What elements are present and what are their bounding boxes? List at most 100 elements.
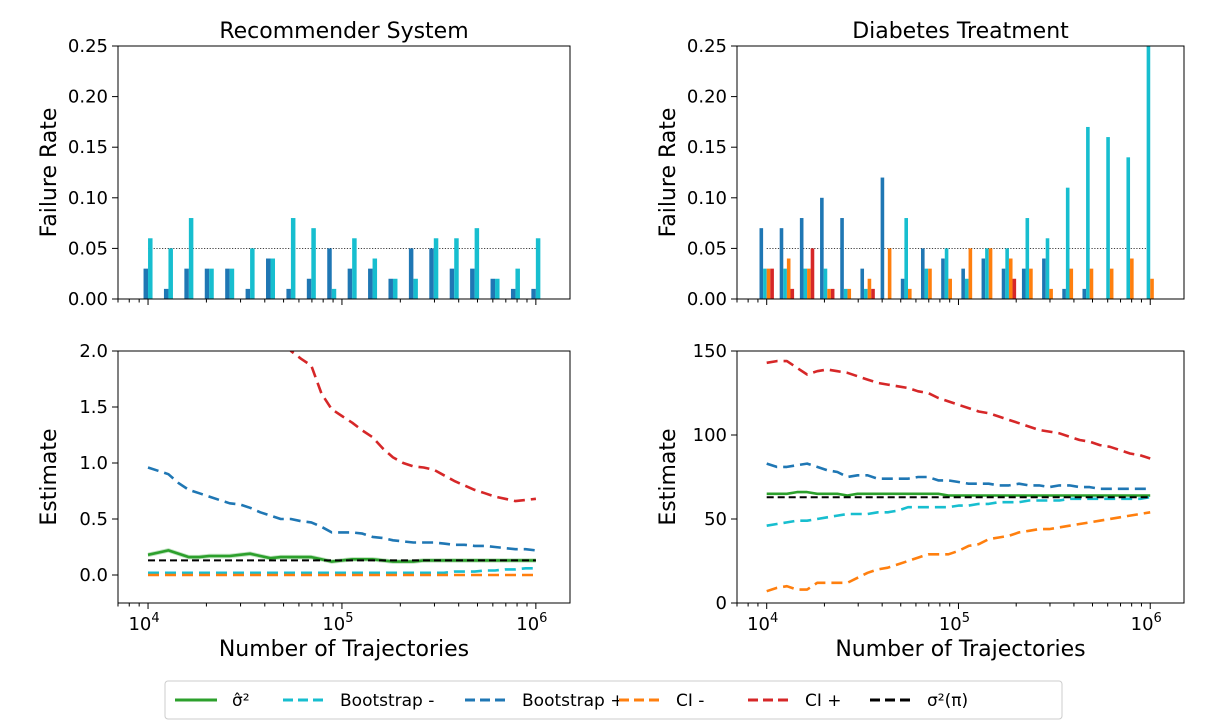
y-tick-label: 0.25 [687,36,727,57]
axes-frame [736,45,1185,300]
bar-bootstrap_minus [148,238,153,299]
bar-bootstrap_minus [944,248,949,299]
y-tick-label: 0.5 [79,509,108,530]
bar-bootstrap_minus [311,228,316,299]
bar-bootstrap_plus [531,288,536,299]
bar-bootstrap_plus [920,248,925,299]
x-tick-label: 105 [322,611,353,635]
bar-bootstrap_minus [229,268,235,299]
x-tick-exponent: 4 [770,611,778,626]
bar-bootstrap_plus [759,228,764,299]
bar-ci_minus [887,248,892,299]
y-tick-label: 0.15 [68,137,108,158]
x-tick-label: 104 [128,611,159,635]
y-tick-label: 0.10 [687,188,727,209]
bar-bootstrap_minus [843,288,848,299]
panel-dt_estimate: 0 50 100 150 Estimate 104 105 106 Number of Traj… [656,341,1185,662]
y-tick-label: 50 [704,509,727,530]
bar-bootstrap_plus [225,268,230,299]
legend-label-ci_minus: CI - [676,691,704,711]
x-tick-exponent: 5 [345,611,353,626]
y-axis-title: Estimate [656,428,681,525]
bar-bootstrap_plus [860,268,865,299]
bar-bootstrap_plus [470,268,475,299]
bar-ci_plus [770,268,774,299]
bar-bootstrap_minus [290,218,296,299]
legend-box [164,680,1063,720]
bar-bootstrap_plus [941,258,945,299]
line-sigma_hat [766,490,1151,497]
line-ci_plus [766,359,1151,460]
x-tick-exponent: 4 [151,611,159,626]
bar-ci_minus [1150,278,1154,299]
bar-bootstrap_plus [163,288,169,299]
bar-ci_minus [1029,268,1033,299]
x-tick-label: 106 [516,611,547,635]
bar-bootstrap_minus [763,268,767,299]
plot-area [147,351,537,577]
bar-bootstrap_plus [510,288,516,299]
y-tick-label: 0.15 [687,137,727,158]
bar-bootstrap_plus [368,268,373,299]
y-tick-label: 0.10 [68,188,108,209]
bar-ci_plus [871,288,875,299]
y-tick-label: 0.00 [687,289,727,310]
y-axis-title: Failure Rate [37,108,62,238]
x-axis-title: Number of Trajectories [835,637,1085,662]
bar-ci_plus [830,288,835,299]
bar-bootstrap_plus [900,278,905,299]
bar-ci_minus [1130,258,1134,299]
line-ci_minus [766,511,1151,593]
bar-bootstrap_minus [1045,238,1050,299]
bar-bootstrap_minus [1126,157,1131,299]
bar-bootstrap_minus [495,278,500,299]
bar-bootstrap_minus [515,268,520,299]
bar-bootstrap_plus [779,228,784,299]
y-tick-label: 0.00 [68,289,108,310]
panel-title: Diabetes Treatment [852,19,1069,44]
bar-bootstrap_minus [372,258,378,299]
bar-bootstrap_minus [250,248,255,299]
plot-area [766,359,1151,593]
legend: σ̂² Bootstrap - Bootstrap + CI - CI + σ²(π) [164,680,1063,720]
bar-bootstrap_minus [964,278,969,299]
x-tick-label: 104 [747,611,778,635]
bar-bootstrap_minus [352,238,357,299]
bar-bootstrap_minus [535,238,541,299]
axes-frame [117,45,571,300]
bar-bootstrap_plus [408,248,414,299]
bar-bootstrap_minus [1065,187,1070,299]
y-tick-label: 0.25 [68,36,108,57]
bar-bootstrap_plus [961,268,965,299]
legend-label-bootstrap_minus: Bootstrap - [340,691,434,711]
y-tick-label: 0 [716,593,727,614]
bar-bootstrap_plus [1021,268,1026,299]
line-ci_plus [289,351,537,503]
bar-ci_minus [988,248,993,299]
bar-ci_minus [968,248,973,299]
x-tick-label: 106 [1131,611,1162,635]
bar-bootstrap_minus [331,288,337,299]
line-bootstrap_minus [148,566,536,575]
bar-ci_minus [867,278,872,299]
bar-bootstrap_plus [820,197,824,299]
y-tick-label: 0.20 [687,87,727,108]
bar-ci_plus [1012,278,1017,299]
plot-area [143,218,541,299]
x-tick-label: 105 [939,611,970,635]
axes-frame [117,350,571,604]
panel-rs_failure: Recommender System 0.00 0.05 0.10 0.15 0.20 0.… [37,19,571,310]
bar-bootstrap_plus [143,268,149,299]
bar-bootstrap_minus [864,288,868,299]
bar-bootstrap_minus [803,268,808,299]
y-tick-label: 1.0 [79,453,108,474]
bar-bootstrap_minus [1005,248,1009,299]
bar-bootstrap_plus [981,258,986,299]
bar-bootstrap_plus [429,248,434,299]
bar-bootstrap_minus [454,238,459,299]
bar-bootstrap_minus [985,248,989,299]
bar-bootstrap_minus [1146,46,1151,299]
panel-dt_failure: Diabetes Treatment 0.00 0.05 0.10 0.15 0.20 0.… [656,19,1185,310]
panel-rs_estimate: 0.0 0.5 1.0 1.5 2.0 Estimate 104 105 106 Number o… [37,341,571,662]
